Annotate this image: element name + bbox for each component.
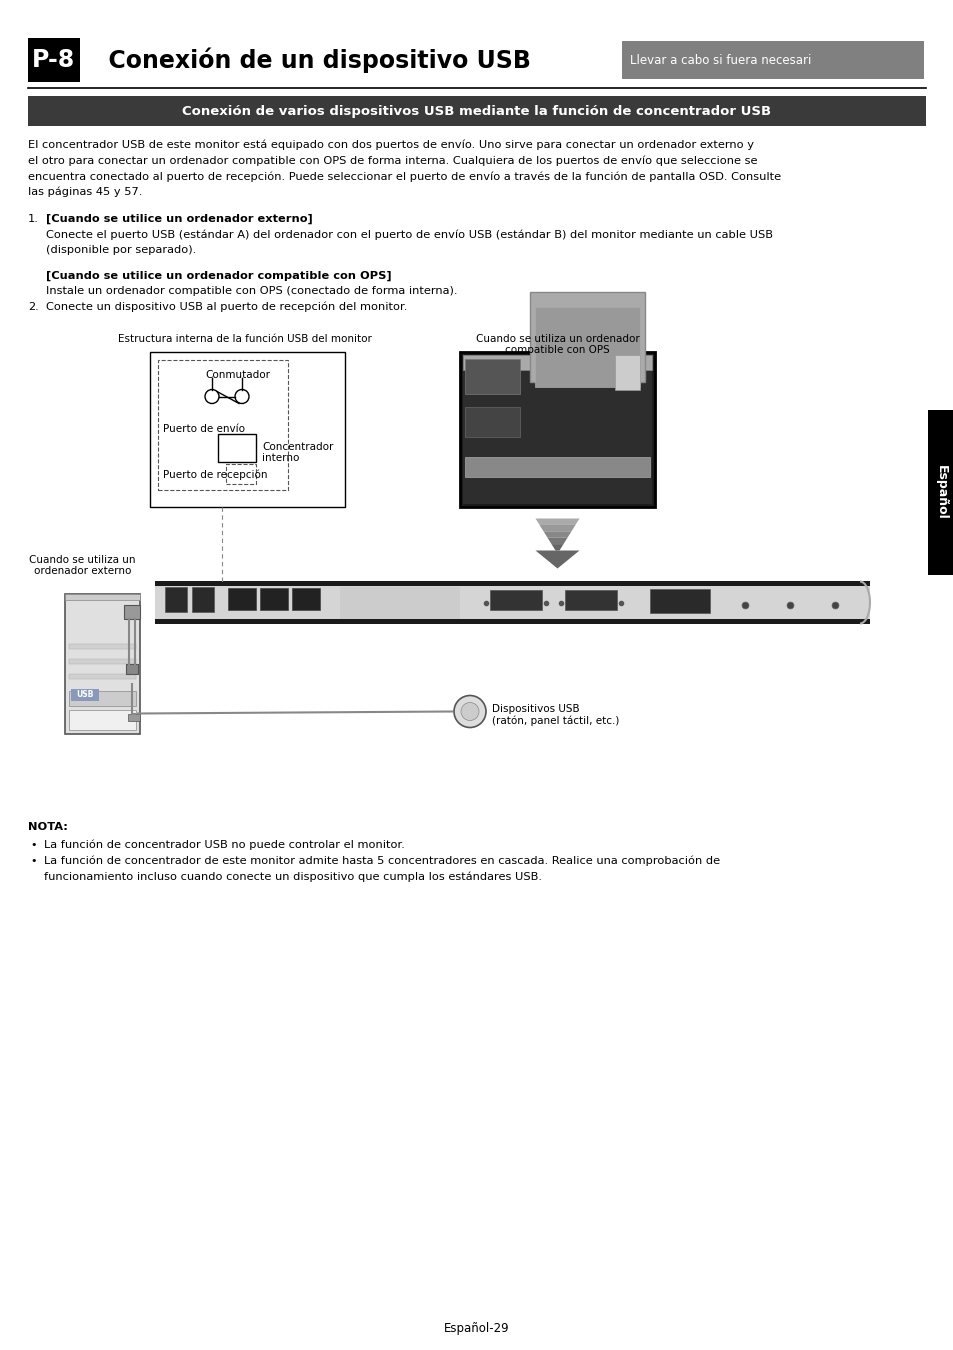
Text: •: • (30, 856, 36, 865)
Bar (158, 359, 288, 490)
Text: La función de concentrador de este monitor admite hasta 5 concentradores en casc: La función de concentrador de este monit… (44, 856, 720, 865)
Text: encuentra conectado al puerto de recepción. Puede seleccionar el puerto de envío: encuentra conectado al puerto de recepci… (28, 171, 781, 181)
Bar (292, 587, 319, 609)
Text: el otro para conectar un ordenador compatible con OPS de forma interna. Cualquie: el otro para conectar un ordenador compa… (28, 155, 757, 166)
Bar (462, 355, 651, 504)
Text: NOTA:: NOTA: (28, 822, 68, 832)
Text: •: • (30, 840, 36, 849)
Polygon shape (547, 537, 567, 544)
Text: Conexión de un dispositivo USB: Conexión de un dispositivo USB (91, 47, 530, 73)
Bar (69, 659, 136, 663)
Bar (125, 605, 140, 618)
Text: Puerto de envío: Puerto de envío (163, 424, 245, 433)
Bar (65, 594, 140, 599)
Polygon shape (551, 544, 563, 551)
Bar (128, 714, 140, 721)
Text: Instale un ordenador compatible con OPS (conectado de forma interna).: Instale un ordenador compatible con OPS … (46, 286, 457, 296)
Bar (71, 688, 99, 701)
Bar (226, 463, 255, 483)
Bar (621, 40, 923, 80)
Text: (disponible por separado).: (disponible por separado). (46, 244, 196, 255)
Bar (69, 690, 136, 706)
Text: funcionamiento incluso cuando conecte un dispositivo que cumpla los estándares U: funcionamiento incluso cuando conecte un… (44, 871, 541, 882)
Circle shape (234, 390, 249, 404)
Text: Dispositivos USB
(ratón, panel táctil, etc.): Dispositivos USB (ratón, panel táctil, e… (492, 703, 618, 726)
Text: Español-29: Español-29 (444, 1322, 509, 1335)
Circle shape (454, 695, 485, 728)
Bar (69, 710, 136, 729)
Bar (490, 590, 541, 609)
Bar (535, 306, 639, 386)
Bar (150, 351, 345, 506)
Bar (228, 587, 255, 609)
Text: Llevar a cabo si fuera necesari: Llevar a cabo si fuera necesari (629, 54, 810, 66)
Bar (339, 586, 459, 618)
Text: Conecte el puerto USB (estándar A) del ordenador con el puerto de envío USB (est: Conecte el puerto USB (estándar A) del o… (46, 230, 772, 240)
Bar (192, 586, 213, 612)
Bar (649, 589, 709, 613)
Text: 1.: 1. (28, 215, 39, 224)
Bar (464, 456, 649, 477)
Text: las páginas 45 y 57.: las páginas 45 y 57. (28, 186, 142, 197)
Text: USB: USB (76, 690, 93, 699)
Bar (165, 586, 187, 612)
Bar (218, 433, 255, 462)
Bar (28, 38, 80, 82)
Bar (615, 355, 639, 390)
Bar (462, 355, 651, 370)
Text: Estructura interna de la función USB del monitor: Estructura interna de la función USB del… (118, 333, 372, 343)
Bar (69, 644, 136, 648)
Bar (927, 410, 953, 575)
Text: Español: Español (934, 466, 946, 520)
Text: La función de concentrador USB no puede controlar el monitor.: La función de concentrador USB no puede … (44, 840, 404, 850)
Text: P-8: P-8 (32, 49, 75, 72)
Polygon shape (535, 551, 578, 568)
Text: Puerto de recepción: Puerto de recepción (163, 470, 267, 481)
Text: [Cuando se utilice un ordenador externo]: [Cuando se utilice un ordenador externo] (46, 215, 313, 224)
Text: Cuando se utiliza un
ordenador externo: Cuando se utiliza un ordenador externo (30, 555, 135, 576)
Bar (69, 674, 136, 679)
Polygon shape (539, 525, 575, 532)
Bar (564, 590, 617, 609)
Text: Conexión de varios dispositivos USB mediante la función de concentrador USB: Conexión de varios dispositivos USB medi… (182, 104, 771, 117)
Bar (459, 351, 655, 506)
Text: 2.: 2. (28, 302, 39, 312)
Text: Concentrador
interno: Concentrador interno (262, 441, 333, 463)
Bar (464, 359, 519, 393)
Bar (28, 96, 925, 126)
Bar (154, 580, 869, 586)
Polygon shape (535, 518, 578, 525)
Bar (154, 582, 869, 624)
Text: El concentrador USB de este monitor está equipado con dos puertos de envío. Uno : El concentrador USB de este monitor está… (28, 140, 753, 150)
Polygon shape (543, 532, 571, 537)
Circle shape (205, 390, 219, 404)
Bar (464, 406, 519, 436)
Bar (260, 587, 288, 609)
Bar (530, 292, 644, 382)
Text: Cuando se utiliza un ordenador
compatible con OPS: Cuando se utiliza un ordenador compatibl… (476, 333, 639, 355)
Bar (65, 594, 140, 733)
Bar (127, 663, 138, 674)
Text: Conecte un dispositivo USB al puerto de recepción del monitor.: Conecte un dispositivo USB al puerto de … (46, 302, 407, 312)
Text: Conmutador: Conmutador (205, 370, 270, 379)
Circle shape (460, 702, 478, 721)
Bar (154, 618, 869, 624)
Text: [Cuando se utilice un ordenador compatible con OPS]: [Cuando se utilice un ordenador compatib… (46, 270, 392, 281)
